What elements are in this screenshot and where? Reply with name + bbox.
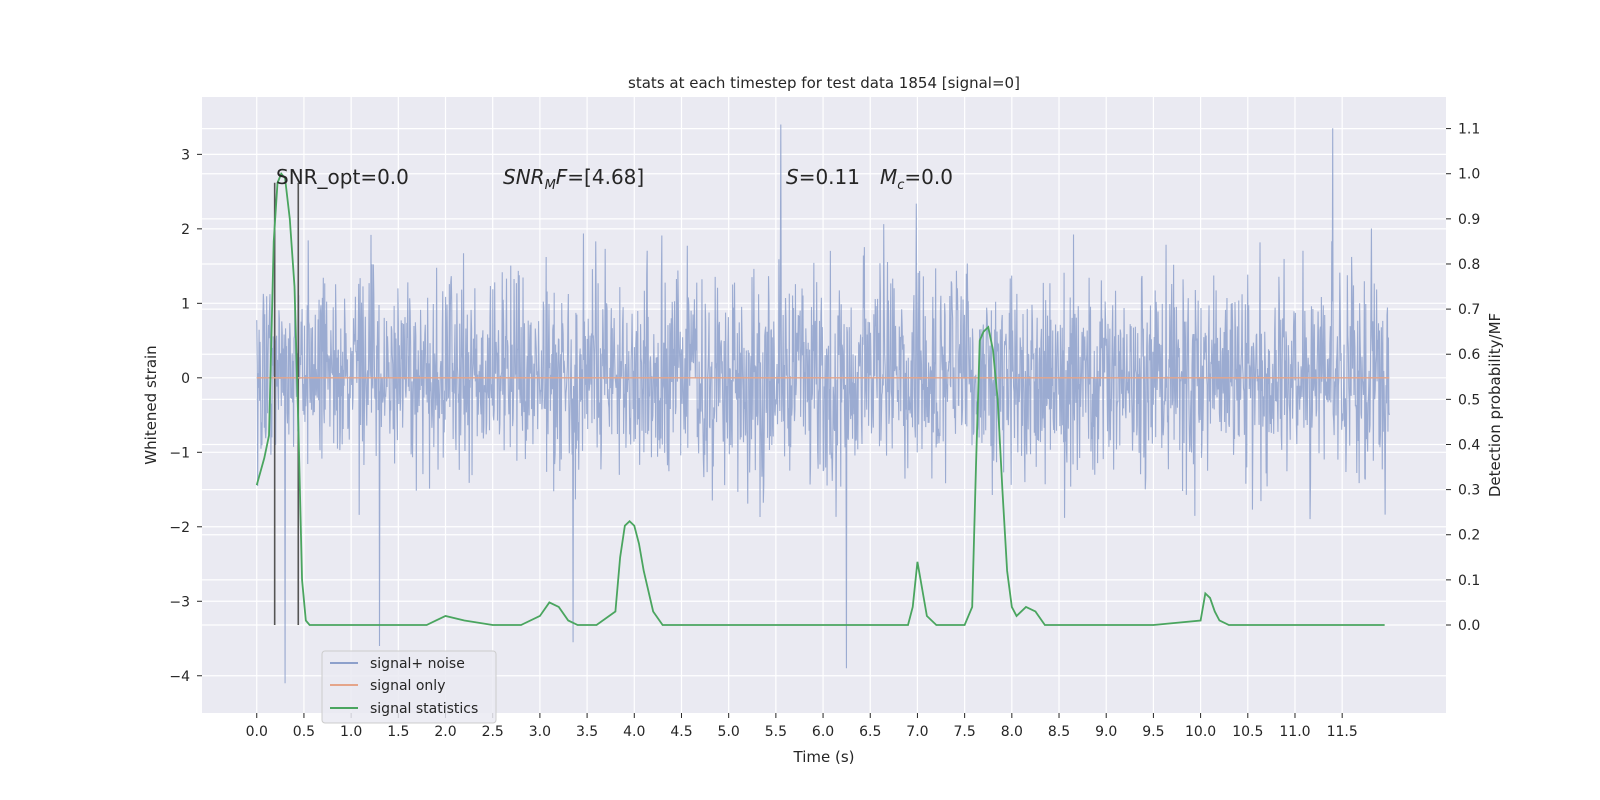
y2-axis-label: Detection probability/MF xyxy=(1486,313,1504,497)
signal-noise-series xyxy=(256,124,1390,684)
mc-value: =0.0 xyxy=(904,165,953,189)
y-tick-label: −3 xyxy=(169,594,190,610)
y2-tick-label: 0.2 xyxy=(1458,528,1480,544)
y2-tick-label: 1.1 xyxy=(1458,122,1480,138)
snr-mf-subscript: M xyxy=(545,178,556,193)
x-tick-label: 6.0 xyxy=(812,724,834,740)
y-tick-label: −1 xyxy=(169,445,190,461)
annotation-snr-mf: SNRMF=[4.68] xyxy=(503,165,644,193)
annotation-snr-opt: SNR_opt=0.0 xyxy=(276,165,409,189)
y2-axis-ticks: 0.0 0.1 0.2 0.3 0.4 0.5 0.6 0.7 0.8 0.9 1.0 1.1 xyxy=(1446,122,1480,634)
mc-symbol: M xyxy=(880,165,897,189)
x-tick-label: 1.5 xyxy=(387,724,409,740)
x-tick-label: 1.0 xyxy=(340,724,362,740)
x-tick-label: 7.5 xyxy=(954,724,976,740)
y2-tick-label: 0.5 xyxy=(1458,392,1480,408)
legend: signal+ noise signal only signal statist… xyxy=(321,650,497,724)
x-tick-label: 11.0 xyxy=(1279,724,1310,740)
signal-statistics-series xyxy=(255,172,1385,626)
x-tick-label: 2.5 xyxy=(482,724,504,740)
x-tick-label: 5.5 xyxy=(765,724,787,740)
legend-label-signal: signal only xyxy=(370,678,445,694)
snr-mf-symbol-2: F xyxy=(556,165,568,189)
x-axis-ticks: 0.0 0.5 1.0 1.5 2.0 2.5 3.0 3.5 4.0 4.5 5.0 5.5 6.0 6… xyxy=(246,713,1358,740)
s-value: =0.11 xyxy=(799,165,860,189)
x-tick-label: 9.0 xyxy=(1095,724,1117,740)
y2-tick-label: 0.0 xyxy=(1458,618,1480,634)
y-axis-label: Whitened strain xyxy=(142,345,160,464)
chart-title: stats at each timestep for test data 185… xyxy=(628,74,1020,92)
y-axis-ticks: −4 −3 −2 −1 0 1 2 3 xyxy=(169,147,202,685)
x-tick-label: 8.0 xyxy=(1001,724,1023,740)
signal-statistics-line xyxy=(255,172,1385,626)
x-axis-label: Time (s) xyxy=(793,748,855,766)
y2-tick-label: 0.8 xyxy=(1458,257,1480,273)
x-tick-label: 4.0 xyxy=(623,724,645,740)
legend-label-noise: signal+ noise xyxy=(370,656,465,672)
y2-tick-label: 0.7 xyxy=(1458,302,1480,318)
x-tick-label: 3.0 xyxy=(529,724,551,740)
x-tick-label: 10.5 xyxy=(1232,724,1263,740)
annotation-mc: Mc=0.0 xyxy=(880,165,953,193)
y-tick-label: 1 xyxy=(181,296,190,312)
signal-noise-line xyxy=(256,124,1390,684)
x-tick-label: 5.0 xyxy=(718,724,740,740)
mc-subscript: c xyxy=(897,178,904,193)
y2-tick-label: 1.0 xyxy=(1458,167,1480,183)
x-tick-label: 11.5 xyxy=(1327,724,1358,740)
x-tick-label: 10.0 xyxy=(1185,724,1216,740)
y-tick-label: −2 xyxy=(169,520,190,536)
x-tick-label: 8.5 xyxy=(1048,724,1070,740)
x-tick-label: 6.5 xyxy=(859,724,881,740)
y-tick-label: 3 xyxy=(181,147,190,163)
annotation-s: S=0.11 xyxy=(786,165,860,189)
y2-tick-label: 0.3 xyxy=(1458,483,1480,499)
snr-mf-value: =[4.68] xyxy=(567,165,644,189)
y-tick-label: 2 xyxy=(181,222,190,238)
s-symbol: S xyxy=(786,165,799,189)
x-tick-label: 2.0 xyxy=(434,724,456,740)
x-tick-label: 0.5 xyxy=(293,724,315,740)
x-tick-label: 3.5 xyxy=(576,724,598,740)
y2-tick-label: 0.4 xyxy=(1458,437,1480,453)
x-tick-label: 0.0 xyxy=(246,724,268,740)
x-tick-label: 9.5 xyxy=(1142,724,1164,740)
y2-tick-label: 0.9 xyxy=(1458,212,1480,228)
y-tick-label: 0 xyxy=(181,371,190,387)
y-tick-label: −4 xyxy=(169,669,190,685)
legend-box xyxy=(321,650,497,724)
legend-label-stats: signal statistics xyxy=(370,701,478,717)
x-tick-label: 4.5 xyxy=(670,724,692,740)
y2-tick-label: 0.1 xyxy=(1458,573,1480,589)
snr-mf-symbol: SNR xyxy=(503,165,545,189)
x-tick-label: 7.0 xyxy=(906,724,928,740)
y2-tick-label: 0.6 xyxy=(1458,347,1480,363)
